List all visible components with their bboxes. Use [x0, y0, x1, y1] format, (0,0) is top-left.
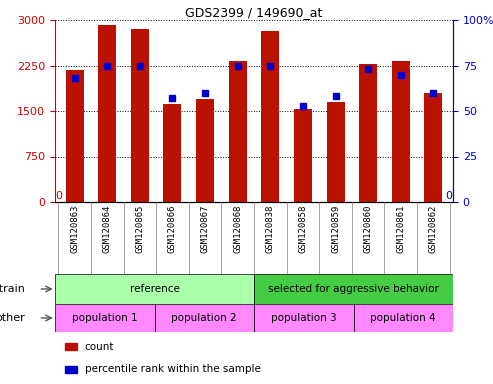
Bar	[66, 70, 83, 202]
Bar	[164, 104, 181, 202]
Text: other: other	[0, 313, 25, 323]
Bar	[424, 93, 442, 202]
Bar	[359, 64, 377, 202]
Bar	[294, 109, 312, 202]
Text: GSM120859: GSM120859	[331, 204, 340, 253]
Text: GSM120860: GSM120860	[364, 204, 373, 253]
Text: reference: reference	[130, 284, 179, 294]
Text: GSM120868: GSM120868	[233, 204, 242, 253]
Bar	[131, 29, 149, 202]
Text: population 3: population 3	[271, 313, 337, 323]
Text: selected for aggressive behavior: selected for aggressive behavior	[268, 284, 439, 294]
Bar	[392, 61, 410, 202]
Text: GSM120866: GSM120866	[168, 204, 177, 253]
Text: GSM120867: GSM120867	[201, 204, 210, 253]
Text: strain: strain	[0, 284, 25, 294]
Bar	[65, 366, 77, 372]
Text: 0: 0	[445, 190, 453, 200]
Bar	[55, 274, 254, 304]
Bar	[326, 102, 345, 202]
Text: GSM120858: GSM120858	[298, 204, 308, 253]
Text: GSM120865: GSM120865	[135, 204, 144, 253]
Bar	[254, 274, 453, 304]
Text: GSM120863: GSM120863	[70, 204, 79, 253]
Bar	[229, 61, 246, 202]
Bar	[196, 99, 214, 202]
Text: percentile rank within the sample: percentile rank within the sample	[85, 364, 260, 374]
Bar	[261, 31, 279, 202]
Bar	[154, 304, 254, 332]
Text: count: count	[85, 341, 114, 352]
Text: GSM120838: GSM120838	[266, 204, 275, 253]
Text: population 1: population 1	[72, 313, 138, 323]
Text: population 4: population 4	[370, 313, 436, 323]
Text: 0: 0	[56, 190, 63, 200]
Text: GSM120861: GSM120861	[396, 204, 405, 253]
Bar	[353, 304, 453, 332]
Bar	[98, 25, 116, 202]
Bar	[254, 304, 353, 332]
Title: GDS2399 / 149690_at: GDS2399 / 149690_at	[185, 6, 323, 19]
Text: GSM120864: GSM120864	[103, 204, 112, 253]
Bar	[65, 343, 77, 350]
Bar	[55, 304, 154, 332]
Text: population 2: population 2	[172, 313, 237, 323]
Text: GSM120862: GSM120862	[429, 204, 438, 253]
